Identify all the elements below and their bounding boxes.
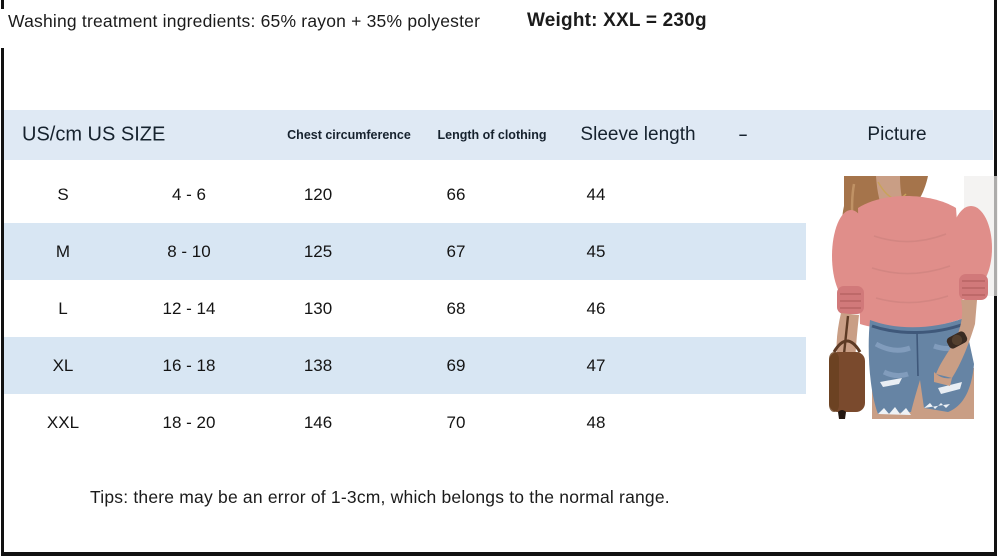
cell-length: 70 xyxy=(446,412,466,432)
cell-size: XXL xyxy=(46,412,80,432)
frame-left-line xyxy=(1,48,4,556)
table-row: XXL 18 - 20 146 70 48 xyxy=(4,394,806,451)
cell-chest: 146 xyxy=(303,412,333,432)
cell-size: XL xyxy=(52,355,74,375)
header-length: Length of clothing xyxy=(437,128,547,142)
model-photo-illustration xyxy=(829,176,998,419)
header-chest: Chest circumference xyxy=(287,128,411,142)
frame-bottom-line xyxy=(1,552,997,556)
cell-chest: 125 xyxy=(303,241,333,261)
cell-length: 67 xyxy=(446,241,466,261)
cell-sleeve: 47 xyxy=(586,355,606,375)
cell-chest: 120 xyxy=(303,184,333,204)
cell-ussize: 12 - 14 xyxy=(162,298,216,318)
cell-chest: 138 xyxy=(303,355,333,375)
cell-sleeve: 44 xyxy=(586,184,606,204)
table-row: S 4 - 6 120 66 44 xyxy=(4,166,806,223)
cell-length: 68 xyxy=(446,298,466,318)
cell-ussize: 4 - 6 xyxy=(171,184,207,204)
table-row: XL 16 - 18 138 69 47 xyxy=(4,337,806,394)
model-photo xyxy=(814,176,998,419)
weight-text: Weight: XXL = 230g xyxy=(527,10,707,31)
table-header-row: US/cm US SIZE Chest circumference Length… xyxy=(4,110,993,160)
cell-size: L xyxy=(58,298,68,318)
table-row: L 12 - 14 130 68 46 xyxy=(4,280,806,337)
cell-ussize: 18 - 20 xyxy=(162,412,216,432)
cell-sleeve: 45 xyxy=(586,241,606,261)
cell-sleeve: 48 xyxy=(586,412,606,432)
table-row: M 8 - 10 125 67 45 xyxy=(4,223,806,280)
cell-ussize: 8 - 10 xyxy=(167,241,211,261)
cell-length: 66 xyxy=(446,184,466,204)
cell-size: M xyxy=(55,241,71,261)
cell-length: 69 xyxy=(446,355,466,375)
frame-top-left-tick xyxy=(1,0,4,9)
cell-ussize: 16 - 18 xyxy=(162,355,216,375)
cell-size: S xyxy=(57,184,69,204)
cell-sleeve: 46 xyxy=(586,298,606,318)
tips-text: Tips: there may be an error of 1-3cm, wh… xyxy=(90,487,670,507)
washing-ingredients-text: Washing treatment ingredients: 65% rayon… xyxy=(8,11,481,31)
cell-chest: 130 xyxy=(303,298,333,318)
header-picture: Picture xyxy=(867,124,927,145)
header-dash: – xyxy=(738,126,748,144)
header-us-size: US/cm US SIZE xyxy=(22,123,166,146)
header-sleeve: Sleeve length xyxy=(580,124,696,145)
